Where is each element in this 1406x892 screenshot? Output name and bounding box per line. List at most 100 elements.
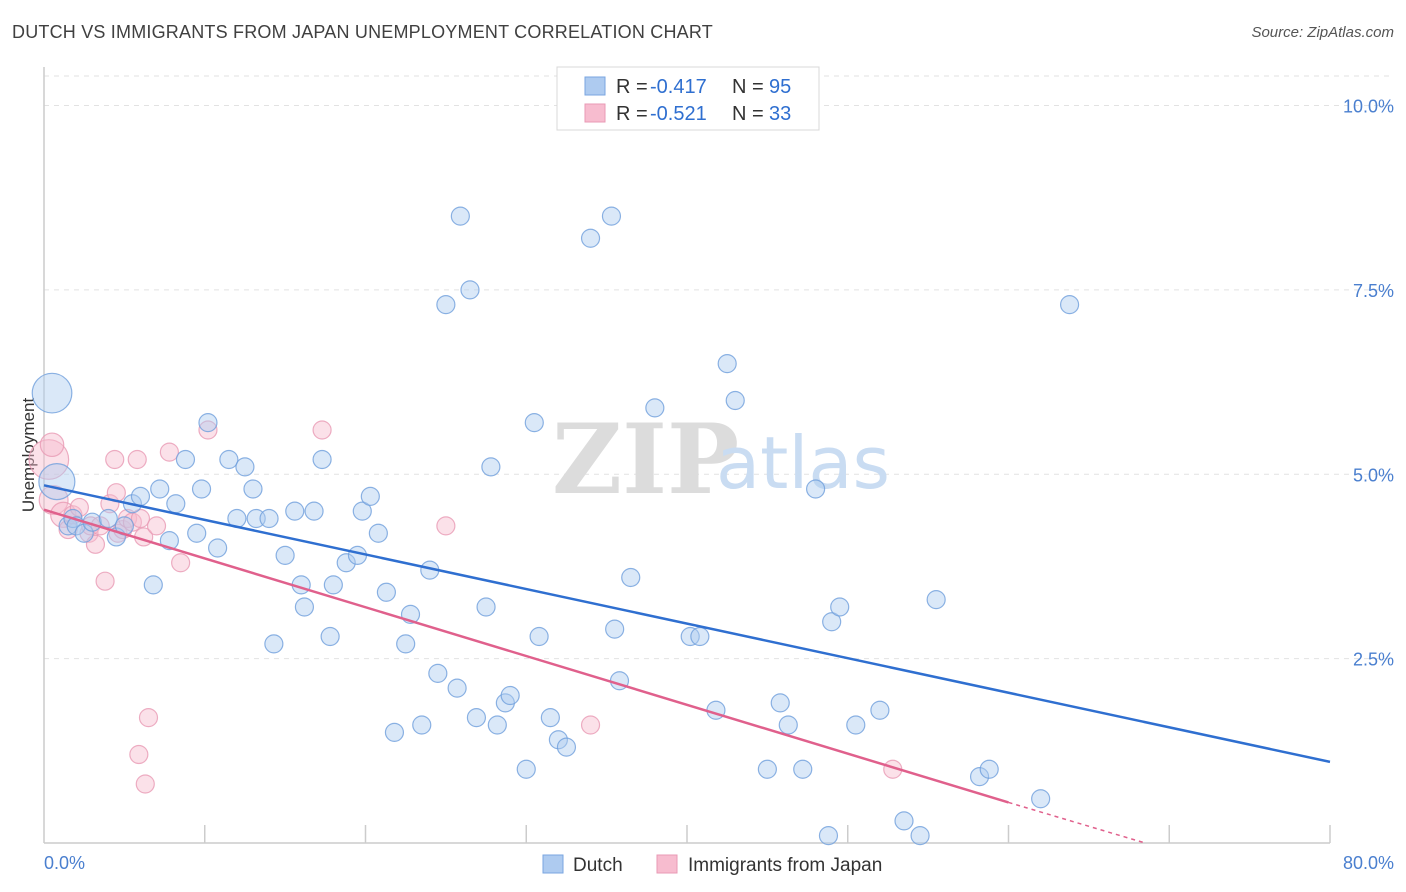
- data-point-dutch: [323, 575, 343, 595]
- data-point-japan: [138, 708, 159, 728]
- trendline-japan: [43, 508, 1009, 804]
- data-point-dutch: [347, 545, 368, 565]
- data-point-dutch: [235, 457, 255, 477]
- x-tick-label-max: 80.0%: [1343, 853, 1394, 873]
- data-point-japan: [105, 449, 125, 470]
- y-axis-label: Unemployment: [19, 398, 38, 513]
- bottom-legend-swatch-dutch: [542, 854, 564, 874]
- legend-r-value-japan: -0.521: [650, 103, 707, 125]
- data-point-dutch: [368, 523, 388, 543]
- data-point-japan: [312, 420, 332, 440]
- data-point-dutch: [428, 663, 448, 683]
- data-point-dutch: [894, 811, 914, 831]
- y-tick-label: 5.0%: [1353, 465, 1394, 485]
- bottom-legend-swatch-japan: [656, 854, 678, 874]
- data-point-japan: [135, 774, 155, 794]
- data-point-japan: [38, 485, 69, 516]
- data-point-dutch: [540, 708, 560, 728]
- data-point-dutch: [580, 228, 601, 248]
- data-point-dutch: [412, 715, 432, 735]
- watermark-atlas: atlas: [716, 421, 890, 505]
- data-point-japan: [436, 516, 456, 536]
- data-point-dutch: [130, 486, 151, 506]
- data-point-japan: [95, 571, 115, 591]
- data-point-dutch: [690, 626, 710, 647]
- legend-r-label-dutch: R =: [616, 76, 648, 98]
- data-point-dutch: [38, 463, 76, 501]
- y-tick-label: 7.5%: [1353, 281, 1394, 301]
- data-point-dutch: [725, 390, 745, 411]
- data-point-dutch: [304, 501, 324, 521]
- legend-r-value-dutch: -0.417: [650, 76, 707, 98]
- data-point-dutch: [481, 457, 501, 477]
- x-tick-label-min: 0.0%: [44, 853, 85, 873]
- data-point-dutch: [605, 619, 625, 639]
- x-tick-labels: 0.0% 80.0%: [44, 853, 1394, 873]
- data-point-dutch: [243, 479, 263, 499]
- data-point-dutch: [529, 626, 549, 647]
- data-point-dutch: [822, 612, 842, 632]
- data-point-dutch: [516, 759, 536, 779]
- trendline-japan-extension: [1008, 801, 1146, 844]
- y-tick-label: 10.0%: [1343, 97, 1394, 117]
- watermark: ZIP atlas: [552, 403, 890, 516]
- data-point-dutch: [793, 759, 813, 779]
- legend-swatch-japan: [584, 103, 606, 123]
- y-tick-labels: 2.5% 5.0% 7.5% 10.0%: [1343, 97, 1394, 670]
- data-point-dutch: [524, 413, 544, 433]
- data-point-dutch: [336, 553, 356, 573]
- y-tick-label: 2.5%: [1353, 650, 1394, 670]
- data-point-japan: [127, 449, 147, 470]
- legend-r-label-japan: R =: [616, 103, 648, 125]
- trend-lines: [43, 484, 1331, 844]
- trendline-dutch: [43, 484, 1331, 764]
- data-point-dutch: [166, 494, 186, 514]
- data-point-dutch: [31, 372, 73, 414]
- data-point-dutch: [294, 597, 315, 617]
- data-point-dutch: [98, 508, 118, 529]
- data-point-dutch: [601, 206, 622, 226]
- data-point-dutch: [969, 767, 990, 787]
- chart-title: DUTCH VS IMMIGRANTS FROM JAPAN UNEMPLOYM…: [12, 22, 713, 42]
- data-point-dutch: [680, 626, 700, 647]
- data-point-dutch: [830, 597, 850, 617]
- data-point-dutch: [476, 597, 496, 617]
- data-point-dutch: [846, 715, 866, 735]
- data-point-dutch: [150, 479, 170, 499]
- data-point-dutch: [645, 398, 665, 418]
- data-point-japan: [39, 432, 65, 458]
- data-point-japan: [580, 715, 601, 735]
- data-point-dutch: [447, 678, 467, 698]
- data-point-dutch: [548, 730, 569, 750]
- data-point-dutch: [770, 693, 790, 713]
- data-point-japan: [159, 442, 179, 462]
- data-point-dutch: [1059, 295, 1080, 315]
- data-point-dutch: [191, 479, 212, 499]
- data-point-dutch: [396, 634, 416, 654]
- data-point-dutch: [466, 708, 487, 728]
- data-point-dutch: [778, 715, 798, 735]
- series-dutch-points: [31, 206, 1080, 846]
- data-point-japan: [171, 553, 191, 573]
- data-point-dutch: [1031, 789, 1051, 809]
- data-point-japan: [69, 497, 89, 518]
- data-point-dutch: [487, 715, 507, 735]
- data-point-dutch: [818, 826, 839, 846]
- data-point-japan: [146, 516, 167, 536]
- data-point-dutch: [360, 486, 380, 506]
- data-point-dutch: [460, 280, 480, 300]
- data-point-dutch: [979, 759, 999, 779]
- data-point-dutch: [910, 826, 930, 846]
- data-point-dutch: [805, 479, 826, 499]
- data-point-japan: [129, 744, 149, 765]
- data-point-dutch: [187, 523, 207, 543]
- data-point-dutch: [175, 449, 196, 470]
- bottom-legend-label-dutch: Dutch: [573, 855, 623, 876]
- data-point-dutch: [74, 523, 94, 543]
- data-point-dutch: [450, 206, 470, 226]
- watermark-zip: ZIP: [552, 403, 739, 516]
- data-point-dutch: [500, 685, 520, 706]
- data-point-japan: [198, 420, 218, 440]
- data-point-dutch: [556, 737, 577, 757]
